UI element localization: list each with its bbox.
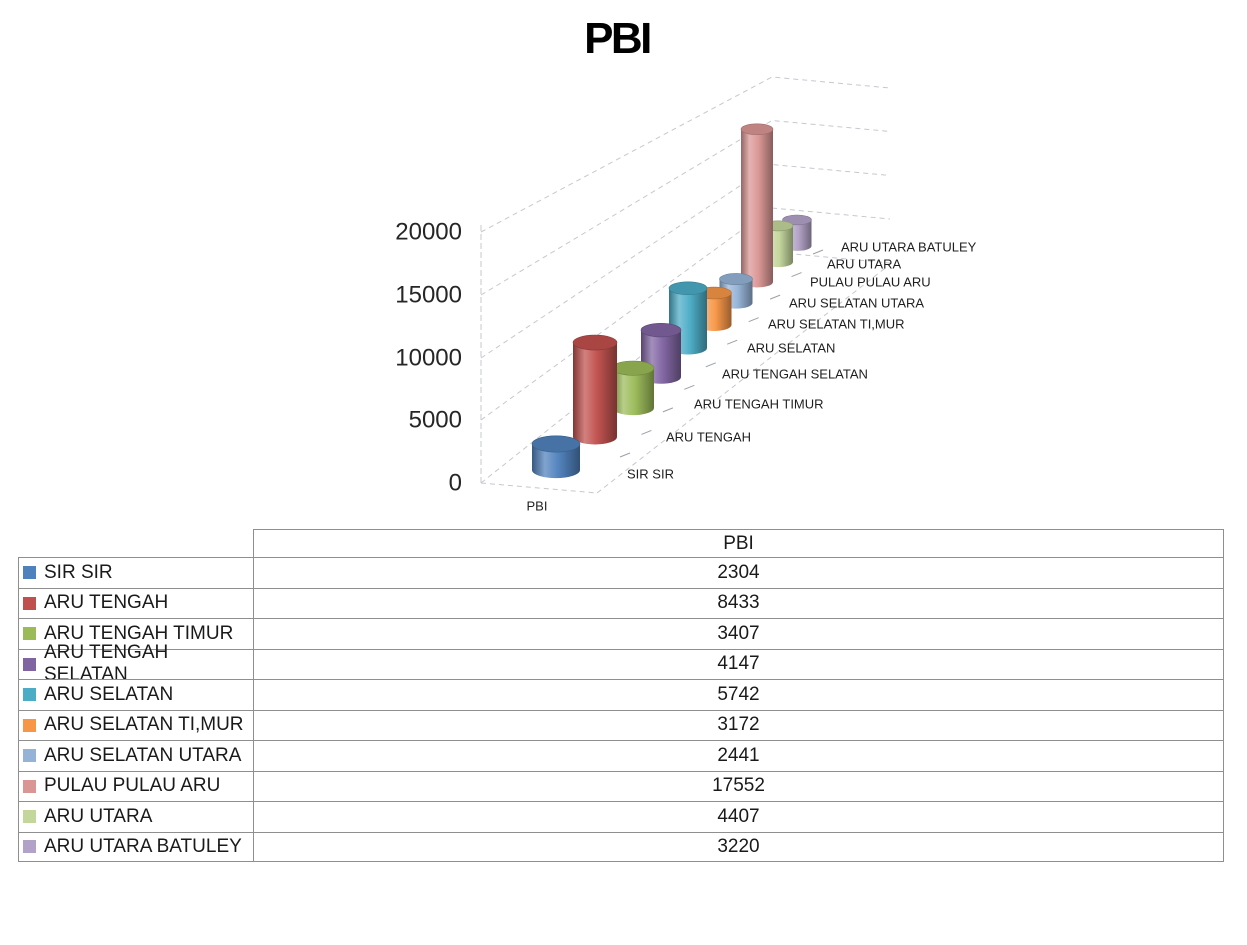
category-axis-label: ARU UTARA BATULEY <box>841 239 977 254</box>
cylinder-series <box>531 123 812 479</box>
category-label-cell: ARU SELATAN UTARA <box>18 740 253 771</box>
category-tick-mark <box>791 272 802 278</box>
category-axis-label: ARU SELATAN TI,MUR <box>768 316 905 331</box>
category-label-cell: ARU UTARA BATULEY <box>18 831 253 862</box>
category-label-cell: ARU UTARA <box>18 801 253 832</box>
legend-color-swatch <box>23 810 36 824</box>
chart-data-table: PBI SIR SIR 2304 ARU TENGAH 8433 ARU TENGAH … <box>18 529 1224 862</box>
value-axis-labels: 0 5000 10000 15000 20000 <box>395 219 462 497</box>
category-label-cell: ARU SELATAN TI,MUR <box>18 709 253 740</box>
category-label: ARU SELATAN UTARA <box>44 744 242 766</box>
category-tick-mark <box>727 339 738 345</box>
category-label: PULAU PULAU ARU <box>44 775 221 797</box>
table-row: ARU TENGAH TIMUR 3407 <box>18 618 1224 649</box>
category-tick-mark <box>705 362 716 368</box>
value-cell: 17552 <box>253 770 1224 801</box>
table-corner-cell <box>18 529 253 557</box>
legend-color-swatch <box>23 779 36 793</box>
legend-color-swatch <box>23 749 36 763</box>
value-axis-tick-label: 15000 <box>395 282 462 309</box>
floor-front-edge <box>480 482 598 494</box>
category-label: ARU TENGAH <box>44 592 169 614</box>
cylinder-pulau-pulau-aru <box>740 123 774 288</box>
category-axis-label: ARU TENGAH SELATAN <box>722 366 868 381</box>
table-row: PULAU PULAU ARU 17552 <box>18 770 1224 801</box>
category-axis-label: PULAU PULAU ARU <box>810 274 931 289</box>
cylinder-aru-tengah-timur <box>611 360 655 416</box>
category-label-cell: PULAU PULAU ARU <box>18 770 253 801</box>
value-cell: 3407 <box>253 618 1224 649</box>
category-label: ARU TENGAH SELATAN <box>44 642 169 686</box>
legend-color-swatch <box>23 688 36 702</box>
legend-color-swatch <box>23 566 36 580</box>
category-label: ARU UTARA <box>44 805 153 827</box>
category-label: ARU TENGAH TIMUR <box>44 622 234 644</box>
legend-color-swatch <box>23 657 36 671</box>
value-cell: 4147 <box>253 648 1224 679</box>
table-row: ARU SELATAN UTARA 2441 <box>18 740 1224 771</box>
category-axis-label: ARU UTARA <box>827 256 901 271</box>
cylinder-sir-sir <box>531 435 581 479</box>
category-tick-mark <box>619 452 631 458</box>
category-axis-label: ARU SELATAN <box>747 340 835 355</box>
legend-color-swatch <box>23 596 36 610</box>
category-axis-labels: SIR SIR ARU TENGAH ARU TENGAH TIMUR ARU TEN… <box>619 239 977 481</box>
value-cell: 2304 <box>253 557 1224 588</box>
category-tick-mark <box>662 407 674 413</box>
table-row: ARU UTARA 4407 <box>18 801 1224 832</box>
value-cell: 5742 <box>253 679 1224 710</box>
category-tick-mark <box>812 249 824 255</box>
category-label-cell: SIR SIR <box>18 557 253 588</box>
legend-color-swatch <box>23 840 36 854</box>
value-cell: 8433 <box>253 587 1224 618</box>
value-axis-tick-label: 10000 <box>395 345 462 372</box>
table-row: ARU UTARA BATULEY 3220 <box>18 831 1224 862</box>
table-header-row: PBI <box>18 529 1224 557</box>
table-row: ARU TENGAH SELATAN 4147 <box>18 642 1224 685</box>
legend-color-swatch <box>23 718 36 732</box>
x-axis-series-label: PBI <box>527 498 548 513</box>
category-label: ARU SELATAN TI,MUR <box>44 714 244 736</box>
value-cell: 4407 <box>253 801 1224 832</box>
value-cell: 3172 <box>253 709 1224 740</box>
category-tick-mark <box>748 317 759 323</box>
cylinder-aru-tengah <box>572 334 618 445</box>
table-row: ARU SELATAN 5742 <box>18 679 1224 710</box>
category-label-cell: ARU SELATAN <box>18 679 253 710</box>
category-label-cell: ARU TENGAH TIMUR <box>18 618 253 649</box>
table-row: SIR SIR 2304 <box>18 557 1224 588</box>
category-label: ARU UTARA BATULEY <box>44 835 242 857</box>
category-tick-mark <box>684 384 695 390</box>
category-axis-label: ARU TENGAH TIMUR <box>694 396 824 411</box>
category-axis-label: ARU SELATAN UTARA <box>789 295 924 310</box>
value-axis-tick-label: 0 <box>449 470 462 497</box>
category-label-cell: ARU TENGAH <box>18 587 253 618</box>
category-tick-mark <box>641 429 652 435</box>
table-row: ARU TENGAH 8433 <box>18 587 1224 618</box>
table-row: ARU SELATAN TI,MUR 3172 <box>18 709 1224 740</box>
category-tick-mark <box>769 294 781 300</box>
cylinder-3d-chart: SIR SIR ARU TENGAH ARU TENGAH TIMUR ARU TEN… <box>395 76 977 513</box>
value-cell: 2441 <box>253 740 1224 771</box>
category-axis-label: ARU TENGAH <box>666 429 751 444</box>
value-axis-tick-label: 20000 <box>395 219 462 246</box>
value-cell: 3220 <box>253 831 1224 862</box>
value-column-header: PBI <box>253 529 1224 557</box>
chart-title: PBI <box>584 14 652 63</box>
value-axis-tick-label: 5000 <box>409 407 462 434</box>
category-label: SIR SIR <box>44 561 113 583</box>
category-label-cell: ARU TENGAH SELATAN <box>18 642 253 685</box>
legend-color-swatch <box>23 627 36 641</box>
category-label: ARU SELATAN <box>44 683 174 705</box>
category-axis-label: SIR SIR <box>627 466 674 481</box>
